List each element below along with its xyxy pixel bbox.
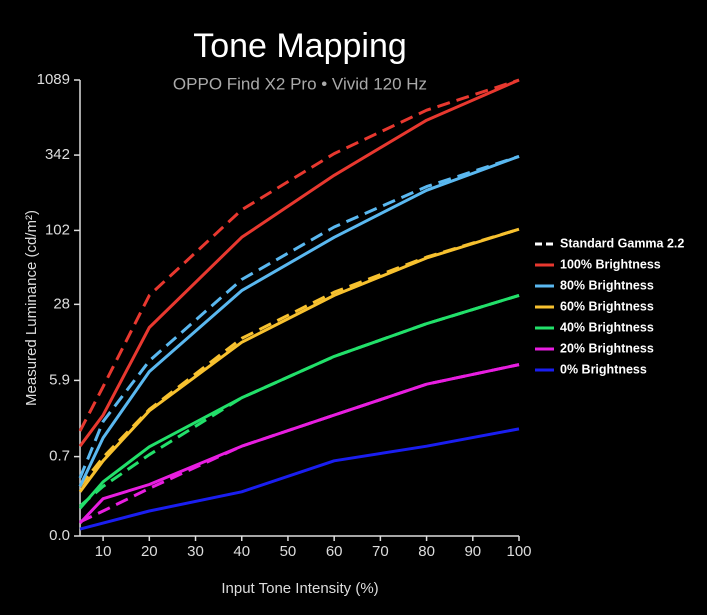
x-tick-label: 40 (233, 543, 250, 560)
y-tick-label: 1089 (37, 71, 70, 88)
y-axis-label: Measured Luminance (cd/m²) (23, 210, 40, 406)
reference-line (78, 78, 520, 432)
y-tick-label: 0.7 (49, 448, 70, 465)
x-tick-label: 70 (372, 543, 389, 560)
legend-label: Standard Gamma 2.2 (560, 236, 684, 250)
reference-line (79, 363, 520, 524)
legend-label: 80% Brightness (560, 278, 654, 292)
series-line (78, 293, 520, 510)
series-line (78, 363, 520, 525)
reference-line (79, 293, 520, 508)
series-line (79, 427, 520, 531)
y-tick-label: 5.9 (49, 371, 70, 388)
x-tick-label: 30 (187, 543, 204, 560)
x-tick-label: 10 (95, 543, 112, 560)
legend-label: 20% Brightness (560, 341, 654, 355)
y-tick-label: 102 (45, 221, 70, 238)
y-tick-label: 342 (45, 146, 70, 163)
y-tick-label: 28 (53, 295, 70, 312)
series-line (78, 154, 520, 488)
legend-label: 60% Brightness (560, 299, 654, 313)
series-line (78, 78, 520, 448)
chart-title: Tone Mapping (193, 27, 407, 65)
legend-label: 100% Brightness (560, 257, 661, 271)
x-tick-label: 80 (418, 543, 435, 560)
y-tick-label: 0.0 (49, 527, 70, 544)
x-tick-label: 100 (506, 543, 531, 560)
reference-line (78, 154, 520, 479)
x-tick-label: 60 (326, 543, 343, 560)
series-line (78, 227, 520, 493)
chart-subtitle: OPPO Find X2 Pro • Vivid 120 Hz (173, 74, 427, 93)
x-tick-label: 20 (141, 543, 158, 560)
x-tick-label: 50 (280, 543, 297, 560)
x-tick-label: 90 (464, 543, 481, 560)
legend-label: 0% Brightness (560, 362, 647, 376)
x-axis-label: Input Tone Intensity (%) (221, 580, 378, 597)
legend-label: 40% Brightness (560, 320, 654, 334)
